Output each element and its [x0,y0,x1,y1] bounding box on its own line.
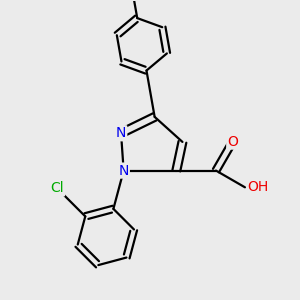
Text: O: O [227,135,238,148]
Text: Cl: Cl [50,182,64,195]
Text: N: N [118,164,129,178]
Text: N: N [116,126,126,140]
Text: OH: OH [248,180,269,194]
